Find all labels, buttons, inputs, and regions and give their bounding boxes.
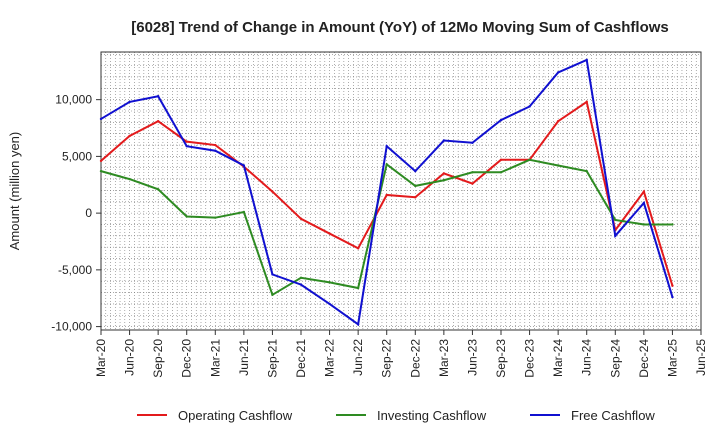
x-tick-label: Sep-20	[151, 339, 165, 378]
operating-cashflow-point	[128, 134, 131, 138]
free-cashflow-point	[356, 323, 360, 326]
free-cashflow-point	[99, 117, 103, 121]
y-tick-label: -5,000	[58, 263, 92, 277]
operating-cashflow-point	[499, 158, 503, 161]
free-cashflow-point	[414, 169, 417, 173]
operating-cashflow-point	[642, 190, 646, 193]
y-tick-label: 10,000	[55, 93, 92, 107]
operating-cashflow-point	[271, 190, 274, 193]
operating-cashflow-point	[99, 159, 103, 163]
x-tick-label: Dec-22	[408, 339, 422, 378]
operating-cashflow-point	[671, 284, 674, 287]
x-tick-label: Sep-23	[494, 339, 508, 378]
x-tick-label: Jun-22	[351, 339, 365, 376]
investing-cashflow-point	[185, 215, 188, 218]
investing-cashflow-point	[414, 184, 417, 188]
legend-label-investing-cashflow: Investing Cashflow	[377, 408, 487, 423]
investing-cashflow-point	[585, 169, 588, 173]
operating-cashflow-point	[414, 196, 417, 199]
investing-cashflow-point	[128, 177, 131, 181]
free-cashflow-point	[128, 100, 131, 104]
operating-cashflow-point	[585, 100, 588, 104]
plot-border	[100, 51, 702, 331]
x-tick-label: Dec-20	[180, 339, 194, 378]
investing-cashflow-point	[328, 281, 331, 284]
free-cashflow-point	[471, 141, 474, 144]
x-tick-label: Jun-25	[694, 339, 708, 376]
investing-cashflow-point	[214, 216, 217, 219]
operating-cashflow-point	[356, 247, 360, 250]
legend-label-free-cashflow: Free Cashflow	[571, 408, 655, 423]
investing-cashflow-point	[99, 169, 103, 173]
investing-cashflow-point	[471, 171, 474, 174]
y-tick-label: 5,000	[62, 149, 92, 163]
x-tick-label: Sep-22	[380, 339, 394, 378]
free-cashflow-point	[299, 283, 303, 286]
x-tick-label: Mar-25	[665, 339, 679, 377]
investing-cashflow-point	[356, 286, 360, 290]
operating-cashflow-point	[214, 143, 217, 147]
free-cashflow-point	[271, 273, 274, 276]
free-cashflow-point	[556, 71, 560, 74]
free-cashflow-point	[328, 302, 331, 306]
x-tick-label: Dec-21	[294, 339, 308, 378]
x-tick-label: Mar-20	[94, 339, 108, 377]
free-cashflow-point	[671, 295, 674, 299]
free-cashflow-point	[185, 144, 188, 148]
free-cashflow-point	[442, 139, 446, 142]
y-tick-label: 0	[85, 206, 92, 220]
chart-title: [6028] Trend of Change in Amount (YoY) o…	[131, 19, 669, 36]
investing-cashflow-point	[528, 158, 531, 161]
free-cashflow-point	[585, 58, 588, 62]
operating-cashflow-point	[156, 120, 160, 123]
investing-cashflow-point	[671, 223, 674, 226]
x-tick-label: Mar-24	[551, 339, 565, 377]
investing-cashflow-point	[271, 293, 274, 297]
free-cashflow-point	[642, 201, 646, 205]
investing-cashflow-point	[385, 163, 388, 166]
investing-cashflow-point	[614, 218, 617, 222]
operating-cashflow-point	[299, 217, 303, 220]
free-cashflow-point	[528, 105, 531, 108]
investing-cashflow-point	[442, 179, 446, 182]
x-tick-label: Jun-24	[580, 339, 594, 376]
x-tick-label: Jun-23	[465, 339, 479, 376]
investing-cashflow-point	[642, 223, 646, 226]
x-tick-label: Dec-23	[523, 339, 537, 378]
investing-cashflow-point	[499, 171, 503, 174]
y-tick-label: -10,000	[51, 320, 92, 334]
operating-cashflow-point	[185, 140, 188, 143]
plot-area: -10,000 -5,000 0 5,000 10,000 Mar-20 Jun-20 Sep…	[51, 51, 708, 378]
x-tick-label: Mar-23	[437, 339, 451, 377]
investing-cashflow-point	[299, 276, 303, 280]
investing-cashflow-point	[556, 164, 560, 167]
x-tick-label: Dec-24	[637, 339, 651, 378]
free-cashflow-point	[614, 234, 617, 238]
operating-cashflow-point	[442, 172, 446, 175]
free-cashflow-point	[242, 164, 246, 167]
legend-label-operating-cashflow: Operating Cashflow	[178, 408, 293, 423]
x-tick-label: Sep-24	[608, 339, 622, 378]
x-tick-label: Mar-21	[208, 339, 222, 377]
free-cashflow-point	[499, 118, 503, 122]
x-tick-label: Jun-20	[123, 339, 137, 376]
legend: Operating Cashflow Investing Cashflow Free…	[137, 408, 655, 423]
free-cashflow-point	[385, 144, 388, 148]
operating-cashflow-point	[556, 120, 560, 123]
x-tick-label: Sep-21	[265, 339, 279, 378]
x-tick-label: Jun-21	[237, 339, 251, 376]
investing-cashflow-point	[242, 210, 246, 214]
free-cashflow-point	[214, 149, 217, 152]
y-axis-label: Amount (million yen)	[7, 132, 22, 251]
operating-cashflow-point	[385, 193, 388, 197]
operating-cashflow-point	[328, 232, 331, 235]
operating-cashflow-point	[471, 182, 474, 185]
x-tick-label: Mar-22	[323, 339, 337, 377]
investing-cashflow-point	[156, 188, 160, 191]
free-cashflow-point	[156, 95, 160, 98]
